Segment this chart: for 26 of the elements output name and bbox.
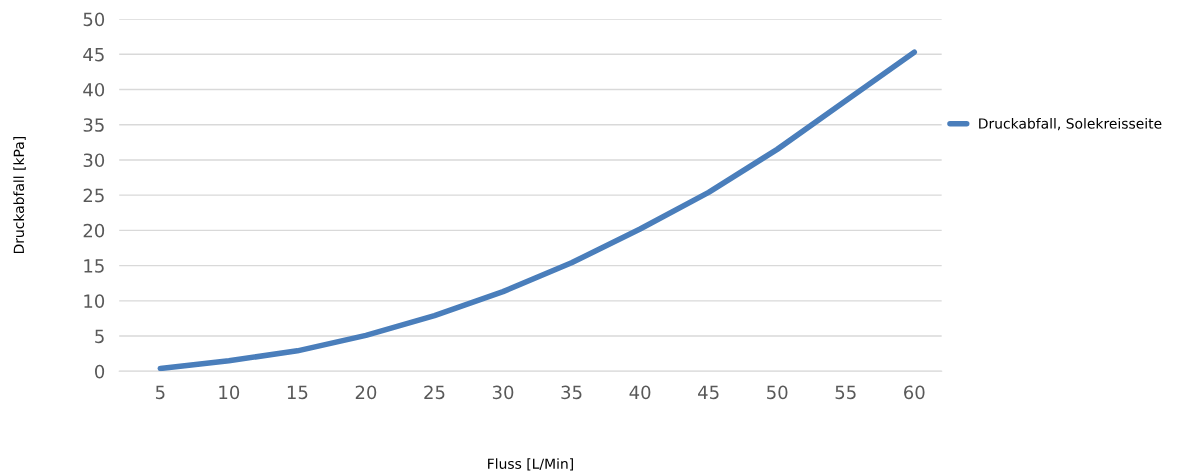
- x-tick-label: 40: [629, 385, 651, 400]
- x-tick-label: 15: [287, 385, 308, 400]
- x-tick-label: 60: [904, 385, 925, 400]
- x-tick-label: 20: [355, 385, 377, 400]
- x-tick-label: 45: [698, 385, 719, 400]
- y-tick-label: 25: [83, 188, 104, 203]
- y-tick-label: 50: [83, 12, 105, 27]
- y-tick-label: 10: [84, 294, 105, 308]
- x-axis-title: Fluss [L/Min]: [488, 458, 573, 471]
- y-tick-label: 5: [95, 329, 104, 344]
- x-tick-label: 50: [767, 385, 788, 400]
- y-tick-label: 20: [83, 223, 105, 238]
- y-tick-label: 40: [83, 82, 105, 97]
- y-tick-label: 0: [95, 364, 105, 379]
- y-tick-label: 30: [83, 153, 105, 168]
- x-tick-label: 35: [561, 385, 582, 400]
- x-tick-label: 10: [219, 385, 240, 400]
- y-tick-label: 35: [83, 118, 104, 132]
- x-tick-label: 55: [835, 385, 856, 400]
- y-tick-label: 45: [83, 47, 104, 62]
- x-tick-label: 5: [155, 385, 165, 400]
- y-tick-label: 15: [84, 259, 104, 273]
- x-tick-label: 25: [424, 385, 445, 400]
- y-axis-title: Druckabfall [kPa]: [13, 137, 26, 254]
- legend-label: Druckabfall, Solekreisseite: [979, 117, 1162, 131]
- x-tick-label: 30: [492, 385, 514, 400]
